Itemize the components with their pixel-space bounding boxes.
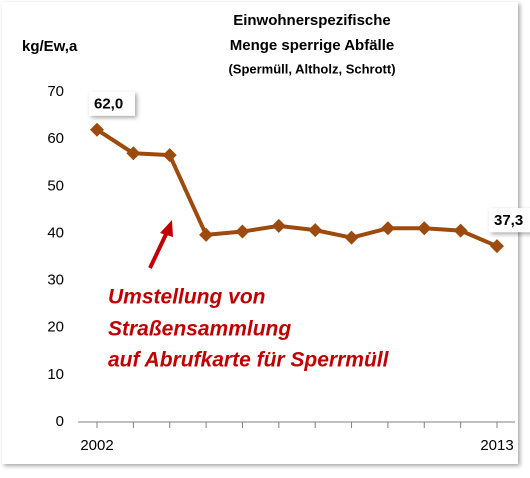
y-tick-label: 70 xyxy=(47,83,64,100)
y-tick-label: 0 xyxy=(56,413,64,430)
data-point xyxy=(453,223,468,238)
data-point xyxy=(162,148,177,163)
chart-subtitle: (Spermüll, Altholz, Schrott) xyxy=(228,61,395,76)
annotation: auf Abrufkarte für Sperrmüll xyxy=(108,349,390,372)
x-tick-label: 2013 xyxy=(480,437,513,454)
value-label-box xyxy=(489,208,530,233)
value-label: 37,3 xyxy=(494,212,523,229)
y-tick-label: 60 xyxy=(47,130,64,147)
data-point xyxy=(126,146,141,161)
data-point xyxy=(308,223,323,238)
annotation: Straßensammlung xyxy=(108,318,291,341)
y-tick-label: 30 xyxy=(47,272,64,289)
data-point xyxy=(490,239,504,254)
annotation: Umstellung von xyxy=(108,286,266,309)
data-point xyxy=(235,224,250,239)
data-point xyxy=(344,230,359,245)
value-label-box xyxy=(89,91,135,116)
chart-title: Menge sperrige Abfälle xyxy=(230,37,395,54)
data-point xyxy=(90,122,104,137)
chart-title: Einwohnerspezifische xyxy=(233,12,391,29)
data-point xyxy=(271,218,286,233)
y-axis-label: kg/Ew,a xyxy=(22,38,78,55)
y-tick-label: 40 xyxy=(47,224,64,241)
data-point xyxy=(380,221,395,236)
data-point xyxy=(417,221,432,236)
y-tick-label: 10 xyxy=(47,366,64,383)
annotation-arrow xyxy=(148,229,170,269)
y-tick-label: 50 xyxy=(47,177,64,194)
chart-frame xyxy=(2,2,518,464)
data-point xyxy=(199,227,214,242)
y-tick-label: 20 xyxy=(47,319,64,336)
value-label: 62,0 xyxy=(94,96,123,113)
annotation-arrowhead xyxy=(160,220,173,237)
x-tick-label: 2002 xyxy=(80,437,113,454)
